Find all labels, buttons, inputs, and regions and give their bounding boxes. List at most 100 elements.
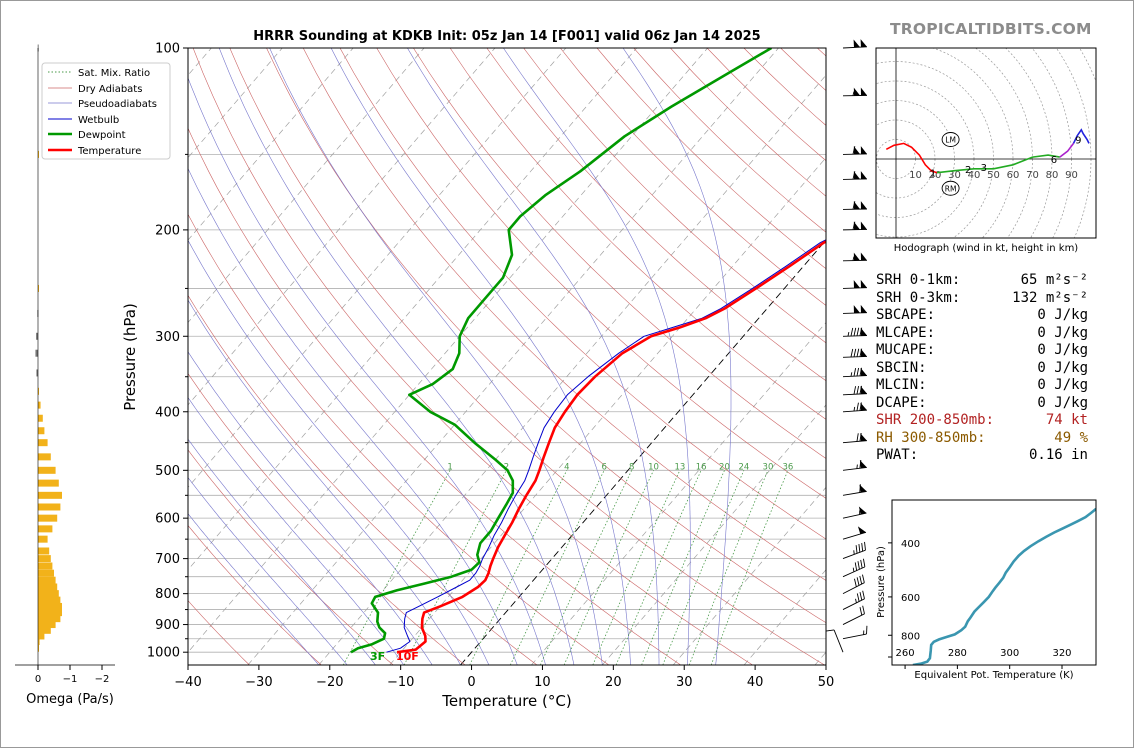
x-tick-label: 20: [605, 675, 622, 690]
dry-adiabat: [188, 372, 466, 665]
index-row: MLCIN: 0 J/kg: [876, 377, 1088, 395]
y-tick-label: 600: [155, 512, 180, 527]
moist-adiabat: [188, 397, 405, 665]
y-tick-label: 200: [155, 223, 180, 238]
index-label: SBCAPE:: [876, 307, 936, 323]
hodo-height-label: 3: [981, 163, 987, 174]
isotherm: [247, 48, 779, 665]
omega-bar: [38, 569, 54, 577]
legend-box: [41, 62, 171, 160]
omega-bar: [38, 602, 62, 610]
y-tick-label: 500: [155, 464, 180, 479]
omega-tick-label: 0: [35, 674, 41, 685]
hodo-ring-label: 20: [929, 170, 942, 181]
barb-half: [852, 256, 855, 261]
mixing-ratio-line: [469, 470, 568, 665]
barb-full: [855, 545, 858, 554]
barb-flag: [860, 433, 867, 442]
barb-flag: [860, 252, 867, 261]
barb-staff: [842, 393, 867, 396]
y-tick-label: 100: [155, 42, 180, 57]
hodo-height-label: 9: [1075, 136, 1081, 147]
barb-full: [856, 577, 860, 586]
omega-panel: 0 −1 −2 Omega (Pa/s): [15, 44, 115, 707]
y-tick-label: 800: [155, 587, 180, 602]
omega-bar: [36, 369, 38, 377]
barb-full: [860, 559, 863, 569]
x-tick-label: 10: [534, 675, 551, 690]
index-row: PWAT: 0.16 in: [876, 447, 1088, 465]
skewt-frame: [187, 47, 827, 666]
barb-full: [850, 348, 854, 358]
mixing-ratio-label: 8: [629, 462, 634, 472]
barb-flag: [860, 327, 867, 336]
barb-full: [859, 327, 863, 336]
mixing-ratio-label: 24: [738, 462, 749, 472]
barb-flag: [860, 171, 867, 180]
skewt-title: HRRR Sounding at KDKB Init: 05z Jan 14 […: [253, 29, 760, 44]
isotherm: [389, 157, 826, 665]
x-tick-label: 30: [676, 675, 693, 690]
x-tick-label: 0: [467, 675, 475, 690]
dry-adiabat: [523, 48, 826, 344]
moist-adiabat: [188, 167, 518, 665]
wind-barb: [842, 574, 865, 595]
wind-barb: [842, 433, 867, 444]
wind-barb: [842, 367, 867, 378]
omega-bar: [38, 555, 51, 563]
barb-flag: [860, 279, 867, 288]
index-value: 0 J/kg: [1037, 324, 1088, 341]
index-row: SRH 0-1km: 65 m²s⁻²: [876, 272, 1088, 290]
moist-adiabat: [407, 48, 660, 665]
legend-moist: Pseudoadiabats: [78, 99, 157, 110]
index-value: 74 kt: [1045, 412, 1088, 428]
barb-staff: [842, 375, 867, 378]
indices-table: SRH 0-1km: 65 m²s⁻² SRH 0-3km: 132 m²s⁻² SBC…: [876, 272, 1088, 465]
theta-e-plot: [912, 507, 1096, 665]
barb-full: [856, 367, 860, 377]
omega-bar: [35, 349, 38, 357]
legend: Sat. Mix. Ratio Dry Adiabats Pseudoadiab…: [41, 62, 171, 160]
mixing-ratio-label: 1: [447, 462, 452, 472]
barb-staff: [842, 613, 865, 625]
barb-full: [850, 327, 854, 337]
hodo-ring-label: 40: [968, 170, 981, 181]
barb-full: [856, 433, 859, 442]
barb-staff: [842, 531, 867, 540]
wind-barb: [842, 402, 867, 413]
omega-bar: [36, 332, 38, 340]
omega-bar: [38, 596, 61, 604]
dry-adiabat: [486, 48, 826, 382]
wind-barb: [842, 39, 867, 49]
hodograph-plot: 10 20 30 40 50 60 70 80 90 1 2 3 6 9 LM RM: [876, 48, 1096, 238]
omega-bar: [38, 590, 59, 598]
omega-bar: [38, 503, 61, 511]
moist-adiabat: [188, 438, 376, 665]
wind-barb: [842, 459, 867, 471]
barb-full: [859, 607, 863, 616]
moist-adiabat: [269, 48, 603, 665]
barb-flag: [853, 87, 860, 96]
barb-full: [857, 561, 860, 570]
barb-full: [856, 327, 860, 336]
omega-bar: [38, 525, 53, 533]
barb-full: [852, 146, 856, 155]
theta-y-tick-label: 400: [901, 539, 920, 550]
traces: 1 2 4 6 8 10 13 16 20 24 30 36: [350, 48, 826, 654]
hodo-ring-label: 10: [909, 170, 922, 181]
dry-adiabat: [302, 48, 826, 581]
mixing-ratio-label: 10: [648, 462, 659, 472]
barb-full: [859, 484, 861, 493]
dry-adiabat: [376, 48, 826, 499]
barb-full: [862, 590, 865, 599]
barb-full: [858, 544, 861, 553]
theta-e-xlabel: Equivalent Pot. Temperature (K): [914, 670, 1073, 681]
barb-full: [856, 593, 860, 602]
hodo-ring-label: 70: [1026, 170, 1039, 181]
legend-wetbulb: Wetbulb: [78, 115, 119, 126]
theta-e-ticks: 260 280 300 320 400 600 800: [888, 539, 1072, 669]
barb-full: [859, 402, 862, 411]
omega-label: Omega (Pa/s): [26, 692, 114, 707]
barb-full: [854, 578, 857, 587]
theta-e-panel: 260 280 300 320 400 600 800 Equivalent Pot. Te…: [876, 499, 1097, 681]
